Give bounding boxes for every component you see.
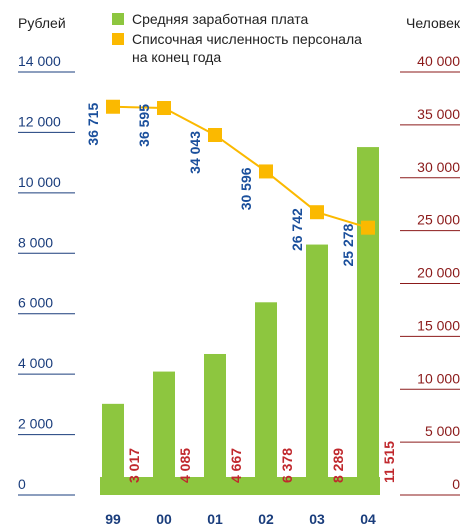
bar-value-label: 11 515 — [381, 441, 397, 483]
y2-tick-label: 20 000 — [417, 265, 460, 281]
legend-swatch — [112, 33, 124, 45]
line-value-label: 36 715 — [85, 103, 101, 146]
legend-label: Средняя заработная плата — [132, 11, 309, 27]
line-marker — [310, 205, 324, 220]
y2-tick-label: 15 000 — [417, 317, 460, 333]
legend-label: Списочная численность персонала на конец… — [132, 31, 362, 65]
y-tick-label: 0 — [18, 476, 26, 492]
bar — [255, 302, 277, 495]
y-tick-label: 4 000 — [18, 355, 53, 371]
x-tick-label: 02 — [258, 511, 274, 527]
bar-value-label: 8 289 — [330, 448, 346, 483]
legend-item: Средняя заработная плата — [112, 10, 372, 28]
line — [112, 105, 369, 229]
x-tick-label: 03 — [309, 511, 325, 527]
y2-tick-label: 40 000 — [417, 53, 460, 69]
y2-tick-label: 25 000 — [417, 212, 460, 228]
y2-tick-label: 35 000 — [417, 106, 460, 122]
y2-tick-label: 0 — [452, 476, 460, 492]
bar-value-label: 4 085 — [177, 448, 193, 483]
line-marker — [157, 101, 171, 116]
line-marker — [208, 127, 222, 142]
y2-tick-label: 30 000 — [417, 159, 460, 175]
line-marker — [106, 99, 120, 114]
bar — [357, 147, 379, 495]
line-marker — [361, 220, 375, 235]
y-axis-label: Рублей — [18, 15, 66, 31]
y-tick-label: 14 000 — [18, 53, 61, 69]
line-marker — [259, 164, 273, 179]
line-value-label: 34 043 — [187, 131, 203, 174]
y2-axis-label: Человек — [406, 15, 461, 31]
line-value-label: 36 595 — [136, 104, 152, 147]
bar — [102, 403, 124, 495]
y-tick-label: 6 000 — [18, 295, 53, 311]
y-tick-label: 8 000 — [18, 234, 53, 250]
x-tick-label: 04 — [360, 511, 376, 527]
y-tick-label: 2 000 — [18, 416, 53, 432]
x-tick-label: 99 — [105, 511, 121, 527]
legend-item: Списочная численность персонала на конец… — [112, 30, 372, 66]
x-tick-label: 01 — [207, 511, 223, 527]
bar-value-label: 3 017 — [126, 448, 142, 483]
y-tick-label: 12 000 — [18, 113, 61, 129]
line-value-label: 25 278 — [340, 223, 356, 266]
x-tick-label: 00 — [156, 511, 172, 527]
legend-swatch — [112, 13, 124, 25]
y2-tick-label: 10 000 — [417, 370, 460, 386]
line-value-label: 26 742 — [289, 208, 305, 251]
bar-value-label: 6 378 — [279, 448, 295, 483]
y2-tick-label: 5 000 — [425, 423, 460, 439]
bar — [306, 244, 328, 495]
y-tick-label: 10 000 — [18, 174, 61, 190]
legend: Средняя заработная плата Списочная числе… — [112, 10, 372, 68]
line-value-label: 30 596 — [238, 167, 254, 210]
bar — [204, 353, 226, 495]
bar — [153, 371, 175, 495]
bar-value-label: 4 667 — [228, 448, 244, 483]
